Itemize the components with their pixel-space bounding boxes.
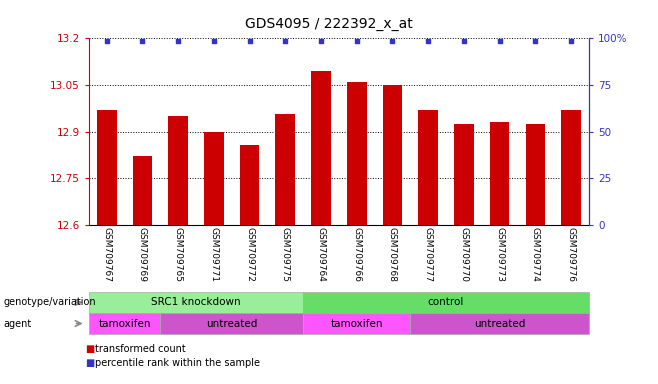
Point	[566, 38, 576, 44]
Text: control: control	[428, 297, 464, 308]
Bar	[418, 110, 438, 225]
Text: ■: ■	[86, 344, 95, 354]
Bar	[454, 124, 474, 225]
Text: untreated: untreated	[474, 318, 525, 329]
Point	[209, 38, 219, 44]
Bar	[490, 122, 509, 225]
Text: SRC1 knockdown: SRC1 knockdown	[151, 297, 241, 308]
Point	[137, 38, 147, 44]
Point	[173, 38, 184, 44]
Bar	[97, 110, 116, 225]
Text: untreated: untreated	[206, 318, 257, 329]
Text: GSM709773: GSM709773	[495, 227, 504, 281]
Text: ■: ■	[86, 358, 95, 368]
Text: GSM709777: GSM709777	[424, 227, 433, 281]
Bar	[526, 124, 545, 225]
Point	[351, 38, 362, 44]
Point	[530, 38, 541, 44]
Text: genotype/variation: genotype/variation	[3, 297, 96, 308]
Point	[459, 38, 469, 44]
Point	[280, 38, 291, 44]
Bar	[168, 116, 188, 225]
Point	[387, 38, 397, 44]
Text: GSM709764: GSM709764	[316, 227, 326, 281]
Text: GSM709771: GSM709771	[209, 227, 218, 281]
Bar	[561, 110, 581, 225]
Text: tamoxifen: tamoxifen	[330, 318, 383, 329]
Text: GSM709768: GSM709768	[388, 227, 397, 281]
Bar	[204, 131, 224, 225]
Text: GSM709767: GSM709767	[102, 227, 111, 281]
Point	[494, 38, 505, 44]
Bar	[311, 71, 331, 225]
Text: agent: agent	[3, 318, 32, 329]
Text: percentile rank within the sample: percentile rank within the sample	[95, 358, 261, 368]
Bar	[382, 85, 402, 225]
Text: GSM709769: GSM709769	[138, 227, 147, 281]
Point	[423, 38, 434, 44]
Text: GSM709766: GSM709766	[352, 227, 361, 281]
Text: transformed count: transformed count	[95, 344, 186, 354]
Point	[101, 38, 112, 44]
Point	[316, 38, 326, 44]
Point	[244, 38, 255, 44]
Bar	[133, 156, 152, 225]
Text: GSM709770: GSM709770	[459, 227, 468, 281]
Text: GSM709772: GSM709772	[245, 227, 254, 281]
Bar	[276, 114, 295, 225]
Bar	[240, 146, 259, 225]
Text: GDS4095 / 222392_x_at: GDS4095 / 222392_x_at	[245, 17, 413, 31]
Text: GSM709775: GSM709775	[281, 227, 290, 281]
Text: tamoxifen: tamoxifen	[98, 318, 151, 329]
Bar	[347, 82, 367, 225]
Text: GSM709776: GSM709776	[567, 227, 576, 281]
Text: GSM709765: GSM709765	[174, 227, 183, 281]
Text: GSM709774: GSM709774	[531, 227, 540, 281]
